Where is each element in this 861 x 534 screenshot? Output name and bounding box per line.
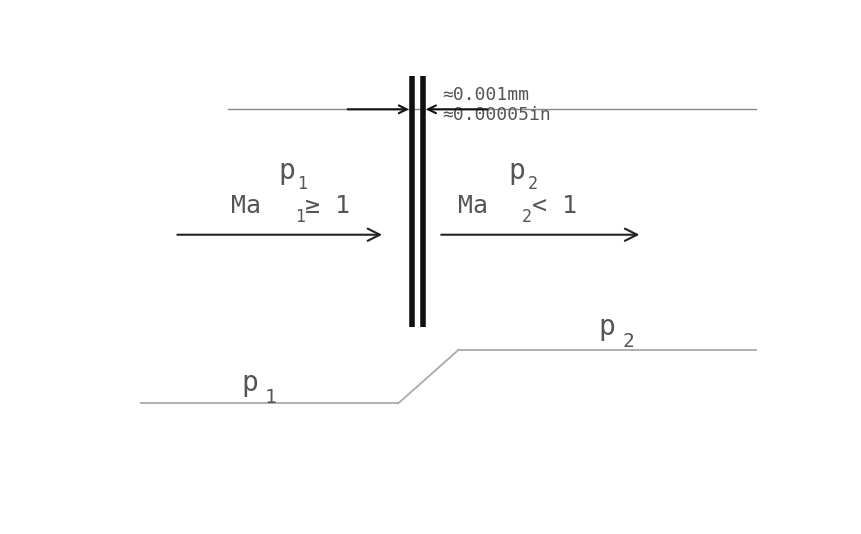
Text: ≈0.001mm: ≈0.001mm [442, 86, 528, 104]
Text: ≥ 1: ≥ 1 [305, 194, 350, 218]
Text: p: p [278, 157, 294, 185]
Text: ≈0.00005in: ≈0.00005in [442, 106, 550, 124]
Text: p: p [241, 369, 257, 397]
Text: Ma: Ma [231, 194, 261, 218]
Text: 1: 1 [296, 175, 307, 193]
Text: Ma: Ma [458, 194, 488, 218]
Text: 2: 2 [527, 175, 536, 193]
Text: 1: 1 [264, 388, 276, 406]
Text: < 1: < 1 [531, 194, 576, 218]
Text: 2: 2 [522, 208, 531, 226]
Text: 2: 2 [622, 332, 633, 351]
Text: p: p [598, 313, 615, 341]
Text: p: p [508, 157, 524, 185]
Text: 1: 1 [294, 208, 305, 226]
